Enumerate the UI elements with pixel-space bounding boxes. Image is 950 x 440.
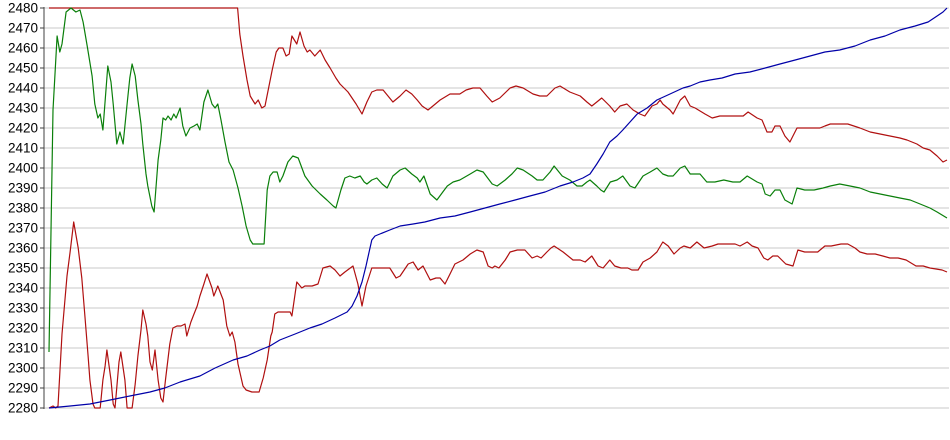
series-blue-line [48, 7, 948, 409]
y-axis-label: 2310 [8, 341, 38, 356]
y-axis-label: 2410 [8, 141, 38, 156]
series-upper-red-line [49, 7, 948, 163]
y-axis-label: 2380 [8, 201, 38, 216]
y-axis-label: 2360 [8, 241, 38, 256]
series-green-line [48, 7, 948, 353]
y-axis-label: 2420 [8, 121, 38, 136]
y-axis-label: 2450 [8, 61, 38, 76]
y-axis-label: 2440 [8, 81, 38, 96]
series-lower-red-line [48, 221, 948, 409]
y-axis-label: 2480 [8, 1, 38, 16]
y-axis-label: 2430 [8, 101, 38, 116]
y-axis-label: 2290 [8, 381, 38, 396]
y-axis-label: 2390 [8, 181, 38, 196]
y-axis-label: 2320 [8, 321, 38, 336]
y-axis-label: 2370 [8, 221, 38, 236]
y-axis-label: 2330 [8, 301, 38, 316]
y-axis-label: 2280 [8, 401, 38, 416]
y-axis-label: 2400 [8, 161, 38, 176]
y-axis-label: 2350 [8, 261, 38, 276]
y-axis-label: 2460 [8, 41, 38, 56]
y-axis-label: 2300 [8, 361, 38, 376]
y-axis-label: 2470 [8, 21, 38, 36]
y-axis-label: 2340 [8, 281, 38, 296]
